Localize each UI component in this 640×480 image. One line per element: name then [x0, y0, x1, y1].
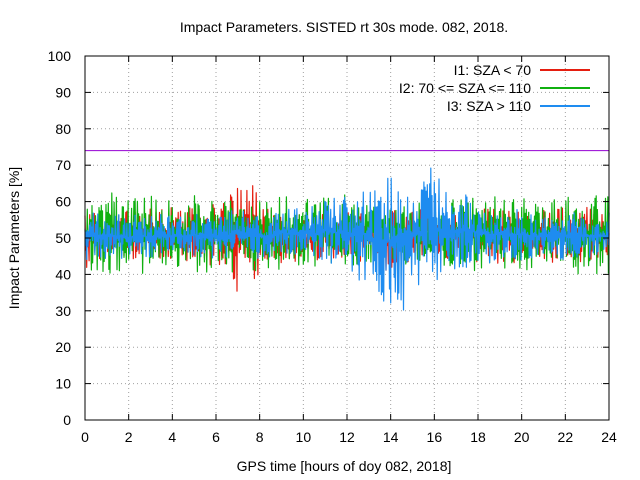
- x-tick-label-8: 16: [427, 429, 443, 445]
- legend-label-i3: I3: SZA > 110: [447, 98, 531, 114]
- y-tick-label-6: 60: [55, 194, 71, 210]
- y-tick-label-5: 50: [55, 230, 71, 246]
- grid-lines: [85, 56, 609, 420]
- y-tick-label-0: 0: [63, 412, 71, 428]
- legend-label-i2: I2: 70 <= SZA <= 110: [399, 80, 531, 96]
- y-tick-label-10: 100: [48, 48, 72, 64]
- legend: I1: SZA < 70 I2: 70 <= SZA <= 110 I3: SZ…: [399, 62, 590, 114]
- x-tick-label-6: 12: [339, 429, 355, 445]
- x-tick-label-1: 2: [125, 429, 133, 445]
- y-tick-label-7: 70: [55, 157, 71, 173]
- series-line-3: [84, 167, 610, 311]
- y-axis-tick-labels: 0 10 20 30 40 50 60 70 80 90 100: [48, 48, 72, 428]
- y-tick-label-8: 80: [55, 121, 71, 137]
- x-tick-label-2: 4: [168, 429, 176, 445]
- y-tick-label-3: 30: [55, 303, 71, 319]
- x-tick-label-10: 20: [514, 429, 530, 445]
- y-tick-label-4: 40: [55, 266, 71, 282]
- x-tick-label-12: 24: [601, 429, 617, 445]
- x-axis-label: GPS time [hours of doy 082, 2018]: [237, 458, 452, 474]
- data-series-layer: [84, 167, 610, 311]
- y-axis-label: Impact Parameters [%]: [6, 167, 22, 309]
- legend-label-i1: I1: SZA < 70: [454, 62, 532, 78]
- y-tick-label-1: 10: [55, 376, 71, 392]
- y-tick-label-2: 20: [55, 339, 71, 355]
- chart-title: Impact Parameters. SISTED rt 30s mode. 0…: [180, 19, 508, 35]
- x-tick-label-7: 14: [383, 429, 399, 445]
- y-tick-label-9: 90: [55, 84, 71, 100]
- x-tick-label-11: 22: [558, 429, 574, 445]
- axis-ticks: [84, 55, 610, 421]
- x-tick-label-4: 8: [256, 429, 264, 445]
- x-tick-label-3: 6: [212, 429, 220, 445]
- x-tick-label-5: 10: [296, 429, 312, 445]
- x-axis-tick-labels: 0 2 4 6 8 10 12 14 16 18 20 22 24: [81, 429, 617, 445]
- x-tick-label-0: 0: [81, 429, 89, 445]
- x-tick-label-9: 18: [470, 429, 486, 445]
